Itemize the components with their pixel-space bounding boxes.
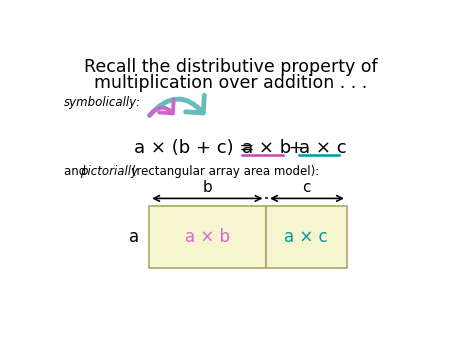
- Text: c: c: [302, 180, 311, 195]
- Text: and: and: [64, 165, 90, 178]
- Text: a × c: a × c: [284, 228, 328, 246]
- FancyArrowPatch shape: [149, 100, 174, 115]
- Bar: [149, 206, 266, 268]
- Text: +: +: [283, 139, 309, 158]
- Text: Recall the distributive property of: Recall the distributive property of: [84, 57, 378, 75]
- Text: a × b: a × b: [242, 139, 292, 158]
- Text: multiplication over addition . . .: multiplication over addition . . .: [94, 74, 367, 92]
- Text: a × c: a × c: [299, 139, 346, 158]
- Text: a × (b + c) =: a × (b + c) =: [134, 139, 260, 158]
- Text: a × b: a × b: [185, 228, 230, 246]
- FancyArrowPatch shape: [149, 95, 204, 116]
- Text: (rectangular array area model):: (rectangular array area model):: [127, 165, 319, 178]
- Text: b: b: [202, 180, 212, 195]
- Text: symbolically:: symbolically:: [64, 96, 141, 109]
- Text: pictorially: pictorially: [80, 165, 138, 178]
- Bar: [266, 206, 347, 268]
- Text: a: a: [129, 228, 139, 246]
